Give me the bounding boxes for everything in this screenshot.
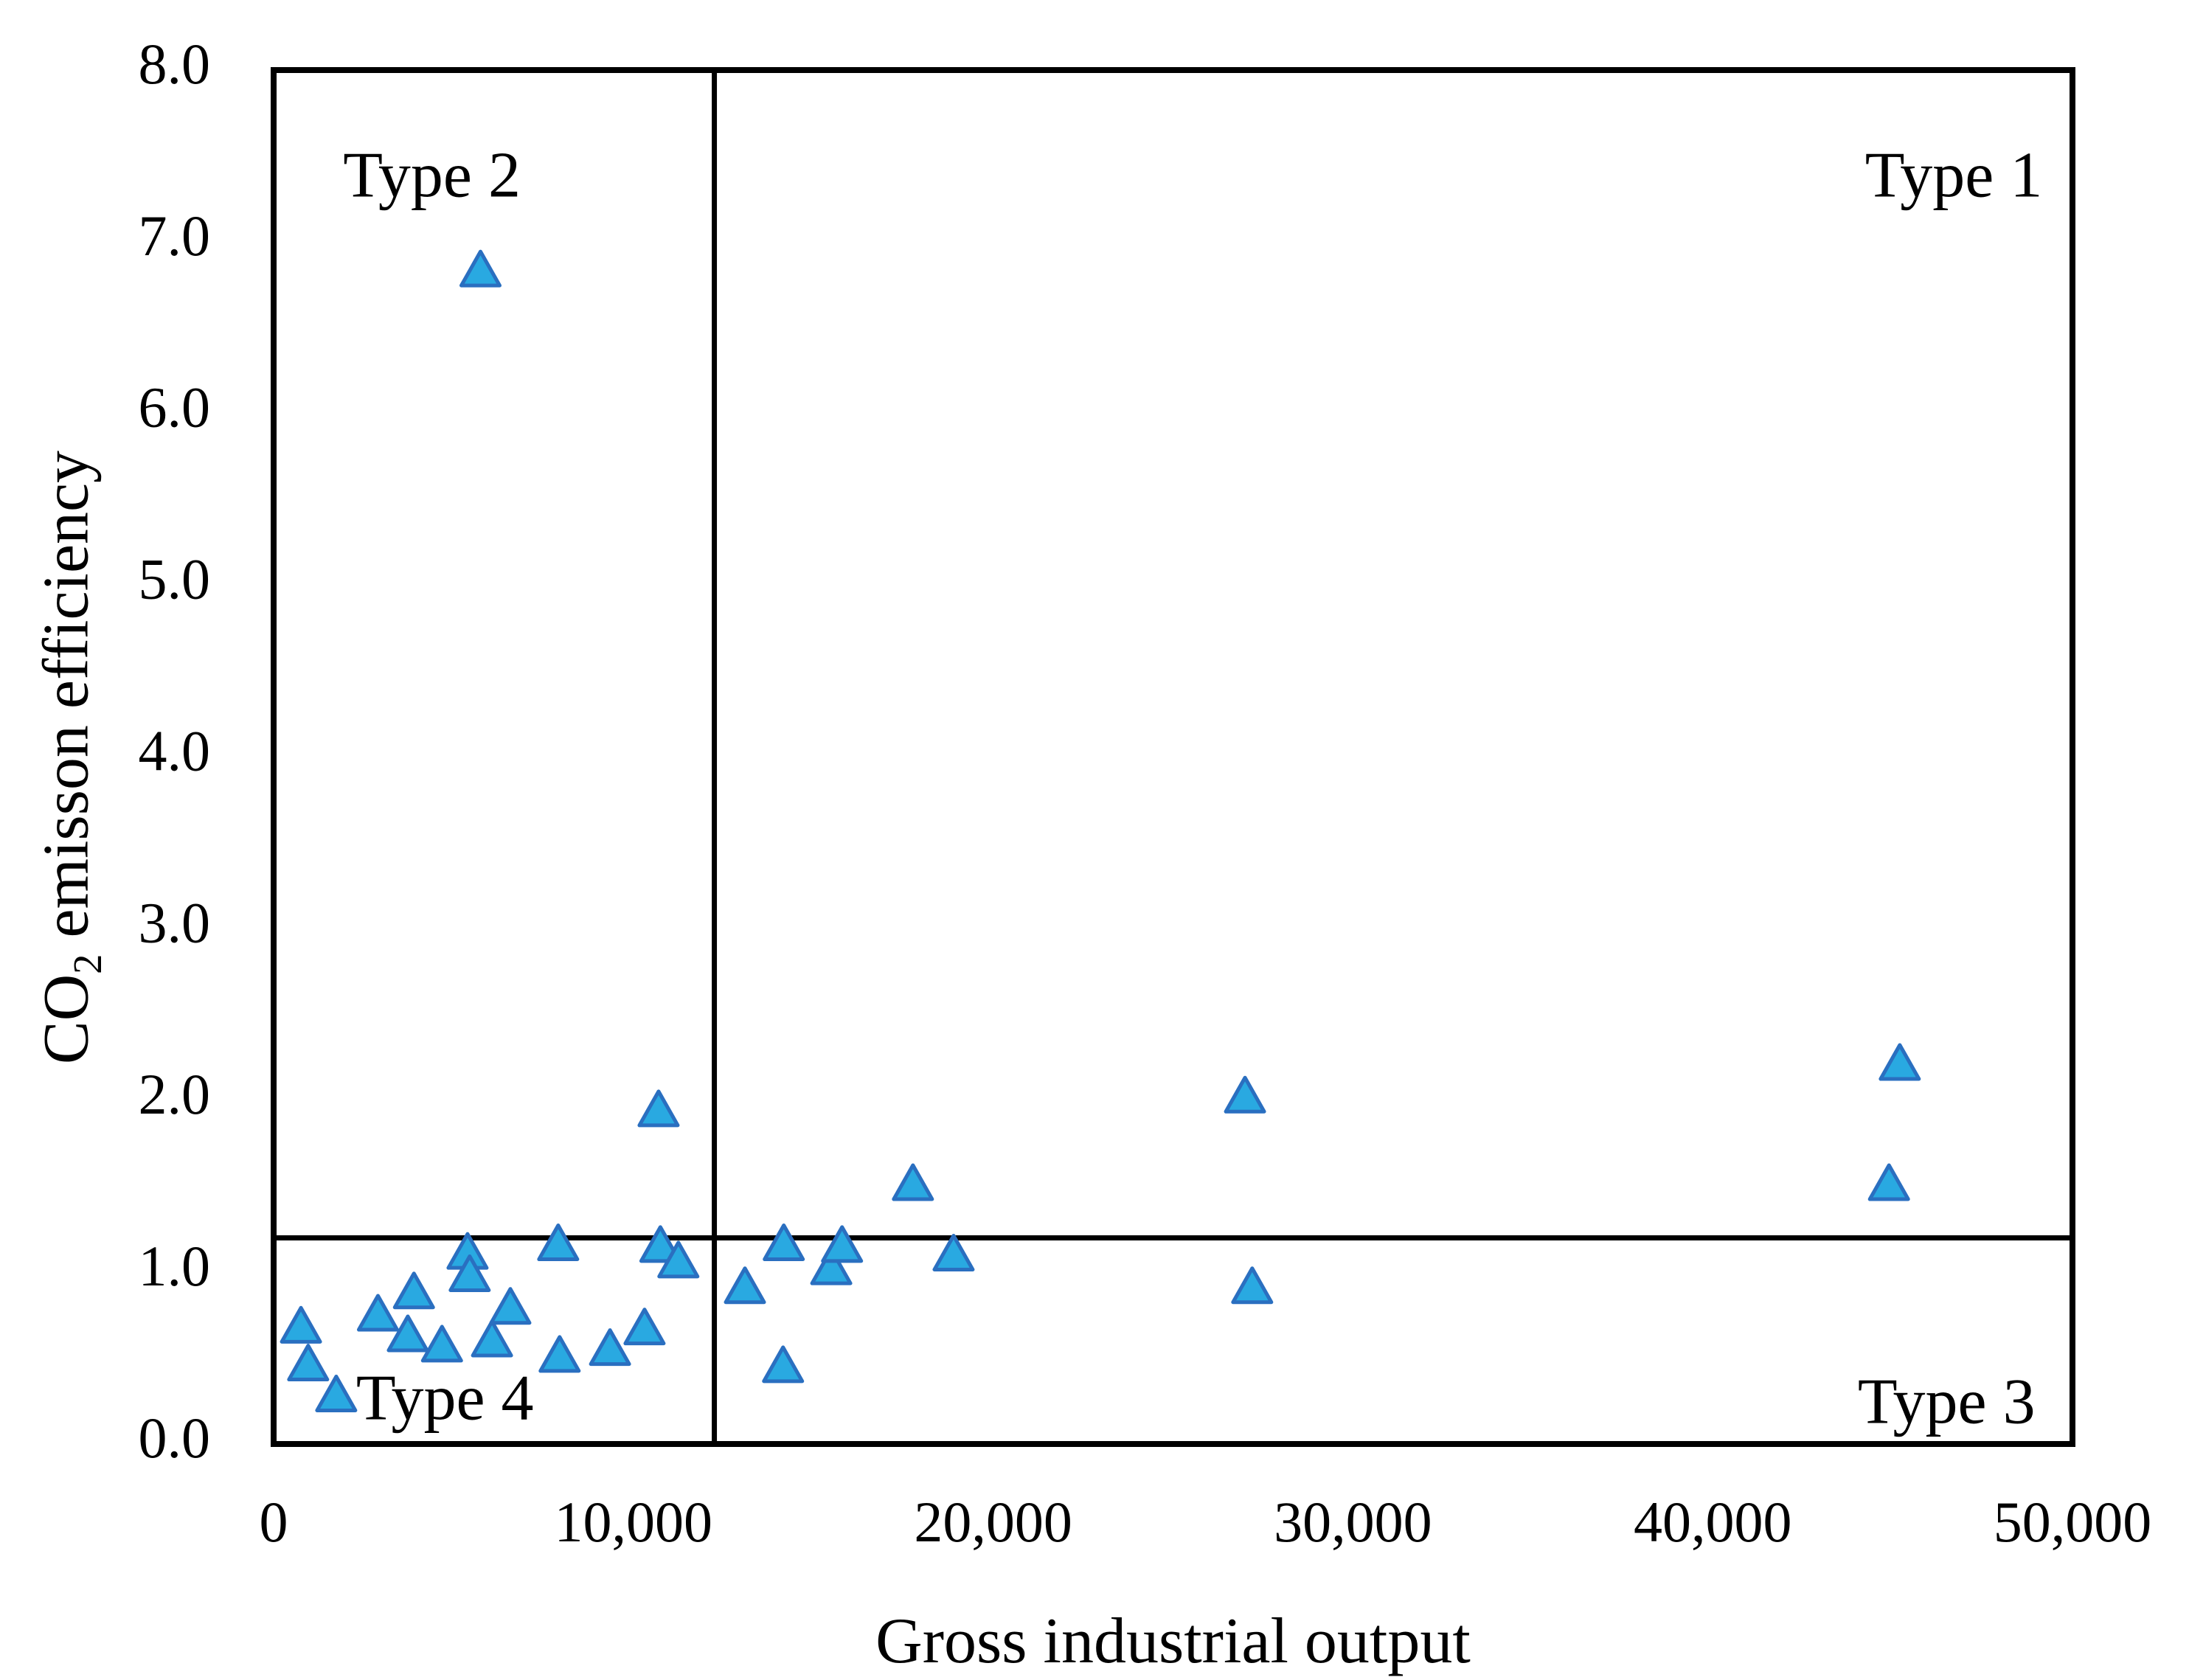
quadrant-label-type-2: Type 2: [343, 140, 521, 212]
data-point-marker: [623, 1308, 666, 1346]
x-tick-label: 30,000: [1274, 1490, 1432, 1554]
data-point-marker: [420, 1325, 463, 1363]
data-point-marker: [932, 1234, 975, 1272]
plot-border: [271, 67, 2075, 1447]
quadrant-label-type-1: Type 1: [1865, 140, 2043, 212]
data-point-marker: [537, 1223, 580, 1262]
data-point-marker: [287, 1344, 330, 1382]
data-point-marker: [639, 1225, 681, 1263]
x-tick-label: 10,000: [555, 1490, 713, 1554]
y-tick-label: 8.0: [139, 32, 211, 96]
data-point-marker: [448, 1254, 491, 1292]
data-point-marker: [762, 1345, 805, 1384]
x-tick-label: 0: [260, 1490, 288, 1554]
y-tick-label: 5.0: [139, 547, 211, 611]
x-tick-label: 40,000: [1634, 1490, 1792, 1554]
y-axis-title-subscript: 2: [65, 954, 111, 974]
y-tick-label: 1.0: [139, 1234, 211, 1298]
data-point-marker: [637, 1089, 680, 1128]
data-point-marker: [356, 1294, 399, 1332]
y-axis-title-suffix: emisson efficiency: [30, 450, 103, 954]
data-point-marker: [892, 1163, 934, 1201]
y-tick-label: 6.0: [139, 375, 211, 440]
data-point-marker: [471, 1319, 513, 1358]
x-axis-title: Gross industrial output: [274, 1604, 2072, 1679]
y-tick-label: 4.0: [139, 718, 211, 782]
data-point-marker: [657, 1240, 700, 1279]
data-point-marker: [724, 1266, 766, 1305]
y-axis-title-prefix: CO: [30, 973, 103, 1065]
data-point-marker: [1224, 1075, 1266, 1114]
x-tick-label: 20,000: [914, 1490, 1072, 1554]
quadrant-label-type-4: Type 4: [356, 1363, 534, 1434]
data-point-marker: [810, 1247, 853, 1285]
y-tick-label: 0.0: [139, 1406, 211, 1470]
x-tick-label: 50,000: [1994, 1490, 2152, 1554]
data-point-marker: [1867, 1163, 1910, 1201]
data-point-marker: [763, 1223, 805, 1262]
data-point-marker: [821, 1225, 864, 1263]
data-point-marker: [1231, 1266, 1274, 1305]
data-point-marker: [386, 1314, 429, 1353]
data-point-marker: [489, 1287, 532, 1325]
y-tick-label: 2.0: [139, 1062, 211, 1126]
data-point-marker: [459, 249, 502, 288]
data-point-marker: [589, 1328, 631, 1367]
quadrant-label-type-3: Type 3: [1858, 1366, 2036, 1437]
y-tick-label: 7.0: [139, 204, 211, 268]
x-axis-title-text: Gross industrial output: [875, 1606, 1471, 1677]
y-tick-label: 3.0: [139, 890, 211, 954]
data-point-marker: [280, 1305, 322, 1344]
data-point-marker: [315, 1374, 358, 1412]
data-point-marker: [392, 1271, 435, 1310]
y-axis-title: CO2 emisson efficiency: [30, 450, 111, 1065]
data-point-marker: [538, 1335, 581, 1373]
data-point-marker: [1878, 1043, 1921, 1081]
